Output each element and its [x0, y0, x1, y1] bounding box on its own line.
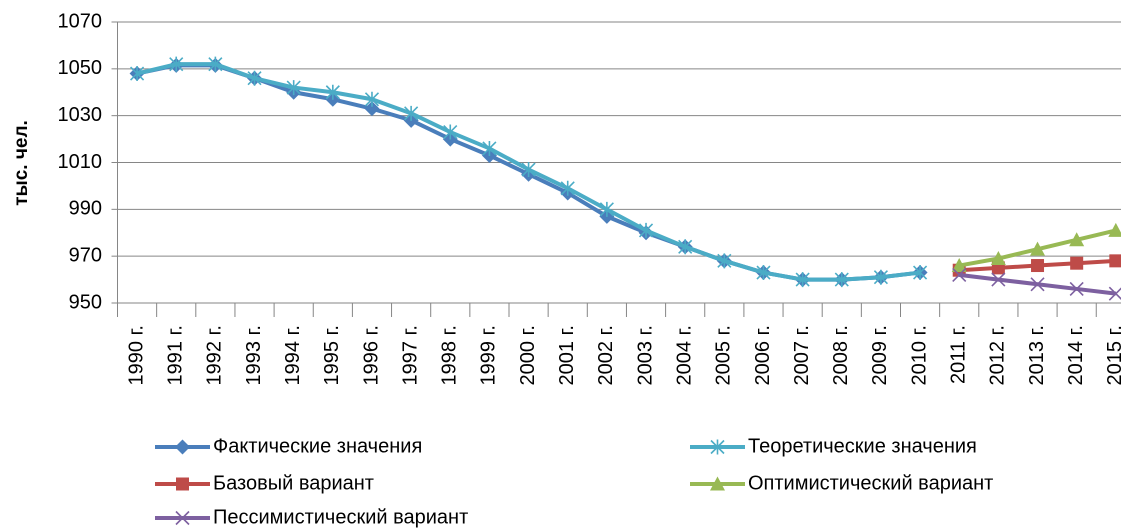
x-tick-label: 1993 г. [243, 325, 265, 385]
x-tick-label: 2004 г. [673, 325, 695, 385]
x-tick-label: 2013 г. [1026, 325, 1048, 385]
marker [991, 272, 1006, 287]
marker [1030, 241, 1046, 256]
x-tick-label: 2015 г. [1104, 325, 1121, 385]
legend-item: Теоретические значения [690, 435, 977, 457]
marker [717, 253, 732, 269]
y-tick-label: 990 [69, 198, 102, 220]
y-tick-label: 950 [69, 291, 102, 313]
marker [130, 66, 145, 82]
legend-item: Базовый вариант [155, 472, 374, 494]
marker [990, 251, 1006, 266]
y-tick-label: 1030 [58, 104, 103, 126]
y-tick-label: 970 [69, 244, 102, 266]
marker [710, 439, 725, 455]
x-tick-label: 2012 г. [987, 325, 1009, 385]
marker [1069, 281, 1084, 297]
legend-item: Пессимистический вариант [155, 506, 468, 528]
marker [678, 239, 693, 255]
marker [951, 258, 967, 273]
x-tick-label: 2002 г. [595, 325, 617, 385]
x-tick-label: 2003 г. [634, 325, 656, 385]
marker [913, 265, 928, 281]
x-tick-label: 1998 г. [439, 325, 461, 385]
marker [638, 222, 654, 238]
y-tick-label: 1010 [58, 151, 103, 173]
legend-label: Теоретические значения [748, 435, 977, 457]
marker [175, 510, 190, 526]
x-tick-label: 1999 г. [478, 325, 500, 385]
marker [1030, 277, 1045, 292]
marker [599, 201, 614, 217]
x-tick-label: 2000 г. [517, 325, 539, 385]
x-tick-label: 2005 г. [713, 325, 735, 385]
marker [521, 162, 536, 178]
legend-label: Пессимистический вариант [213, 506, 468, 528]
marker [873, 269, 888, 285]
x-tick-label: 1992 г. [204, 325, 226, 385]
marker [325, 84, 340, 100]
x-tick-label: 1994 г. [282, 325, 304, 385]
marker [247, 70, 262, 86]
marker [710, 476, 725, 491]
marker [169, 56, 184, 72]
marker [176, 477, 189, 491]
legend-item: Фактические значения [155, 435, 422, 457]
x-tick-label: 2007 г. [791, 325, 813, 385]
x-tick-label: 2011 г. [948, 325, 970, 384]
x-tick-label: 2014 г. [1065, 325, 1087, 385]
marker [795, 272, 810, 288]
marker [1069, 232, 1085, 247]
y-tick-label: 1050 [58, 57, 103, 79]
x-tick-label: 2009 г. [869, 325, 891, 385]
legend-label: Базовый вариант [213, 472, 374, 494]
marker [1070, 256, 1084, 270]
x-tick-label: 1991 г. [165, 325, 187, 385]
marker [443, 124, 458, 140]
marker [286, 80, 301, 96]
marker [1109, 254, 1121, 268]
x-tick-label: 1995 г. [321, 325, 343, 385]
x-tick-label: 2001 г. [556, 325, 578, 385]
marker [756, 265, 771, 281]
y-axis-title: тыс. чел. [11, 120, 32, 206]
marker [1108, 286, 1121, 301]
marker [1108, 222, 1121, 237]
y-tick-label: 1070 [58, 10, 103, 32]
marker [175, 439, 190, 455]
marker [482, 140, 497, 156]
marker [560, 180, 575, 196]
x-tick-label: 2008 г. [830, 325, 852, 385]
marker [364, 101, 380, 117]
x-tick-label: 1996 г. [360, 325, 382, 385]
marker [834, 272, 849, 288]
marker [364, 91, 380, 107]
x-tick-label: 1997 г. [399, 325, 421, 385]
legend-item: Оптимистический вариант [690, 472, 993, 494]
marker [1031, 259, 1045, 273]
marker [404, 105, 419, 121]
x-tick-label: 1990 г. [125, 325, 147, 385]
legend-label: Оптимистический вариант [748, 472, 993, 494]
legend-label: Фактические значения [213, 435, 422, 457]
marker [952, 267, 967, 282]
x-tick-label: 2006 г. [752, 325, 774, 385]
marker [208, 56, 223, 72]
x-tick-label: 2010 г. [908, 325, 930, 385]
